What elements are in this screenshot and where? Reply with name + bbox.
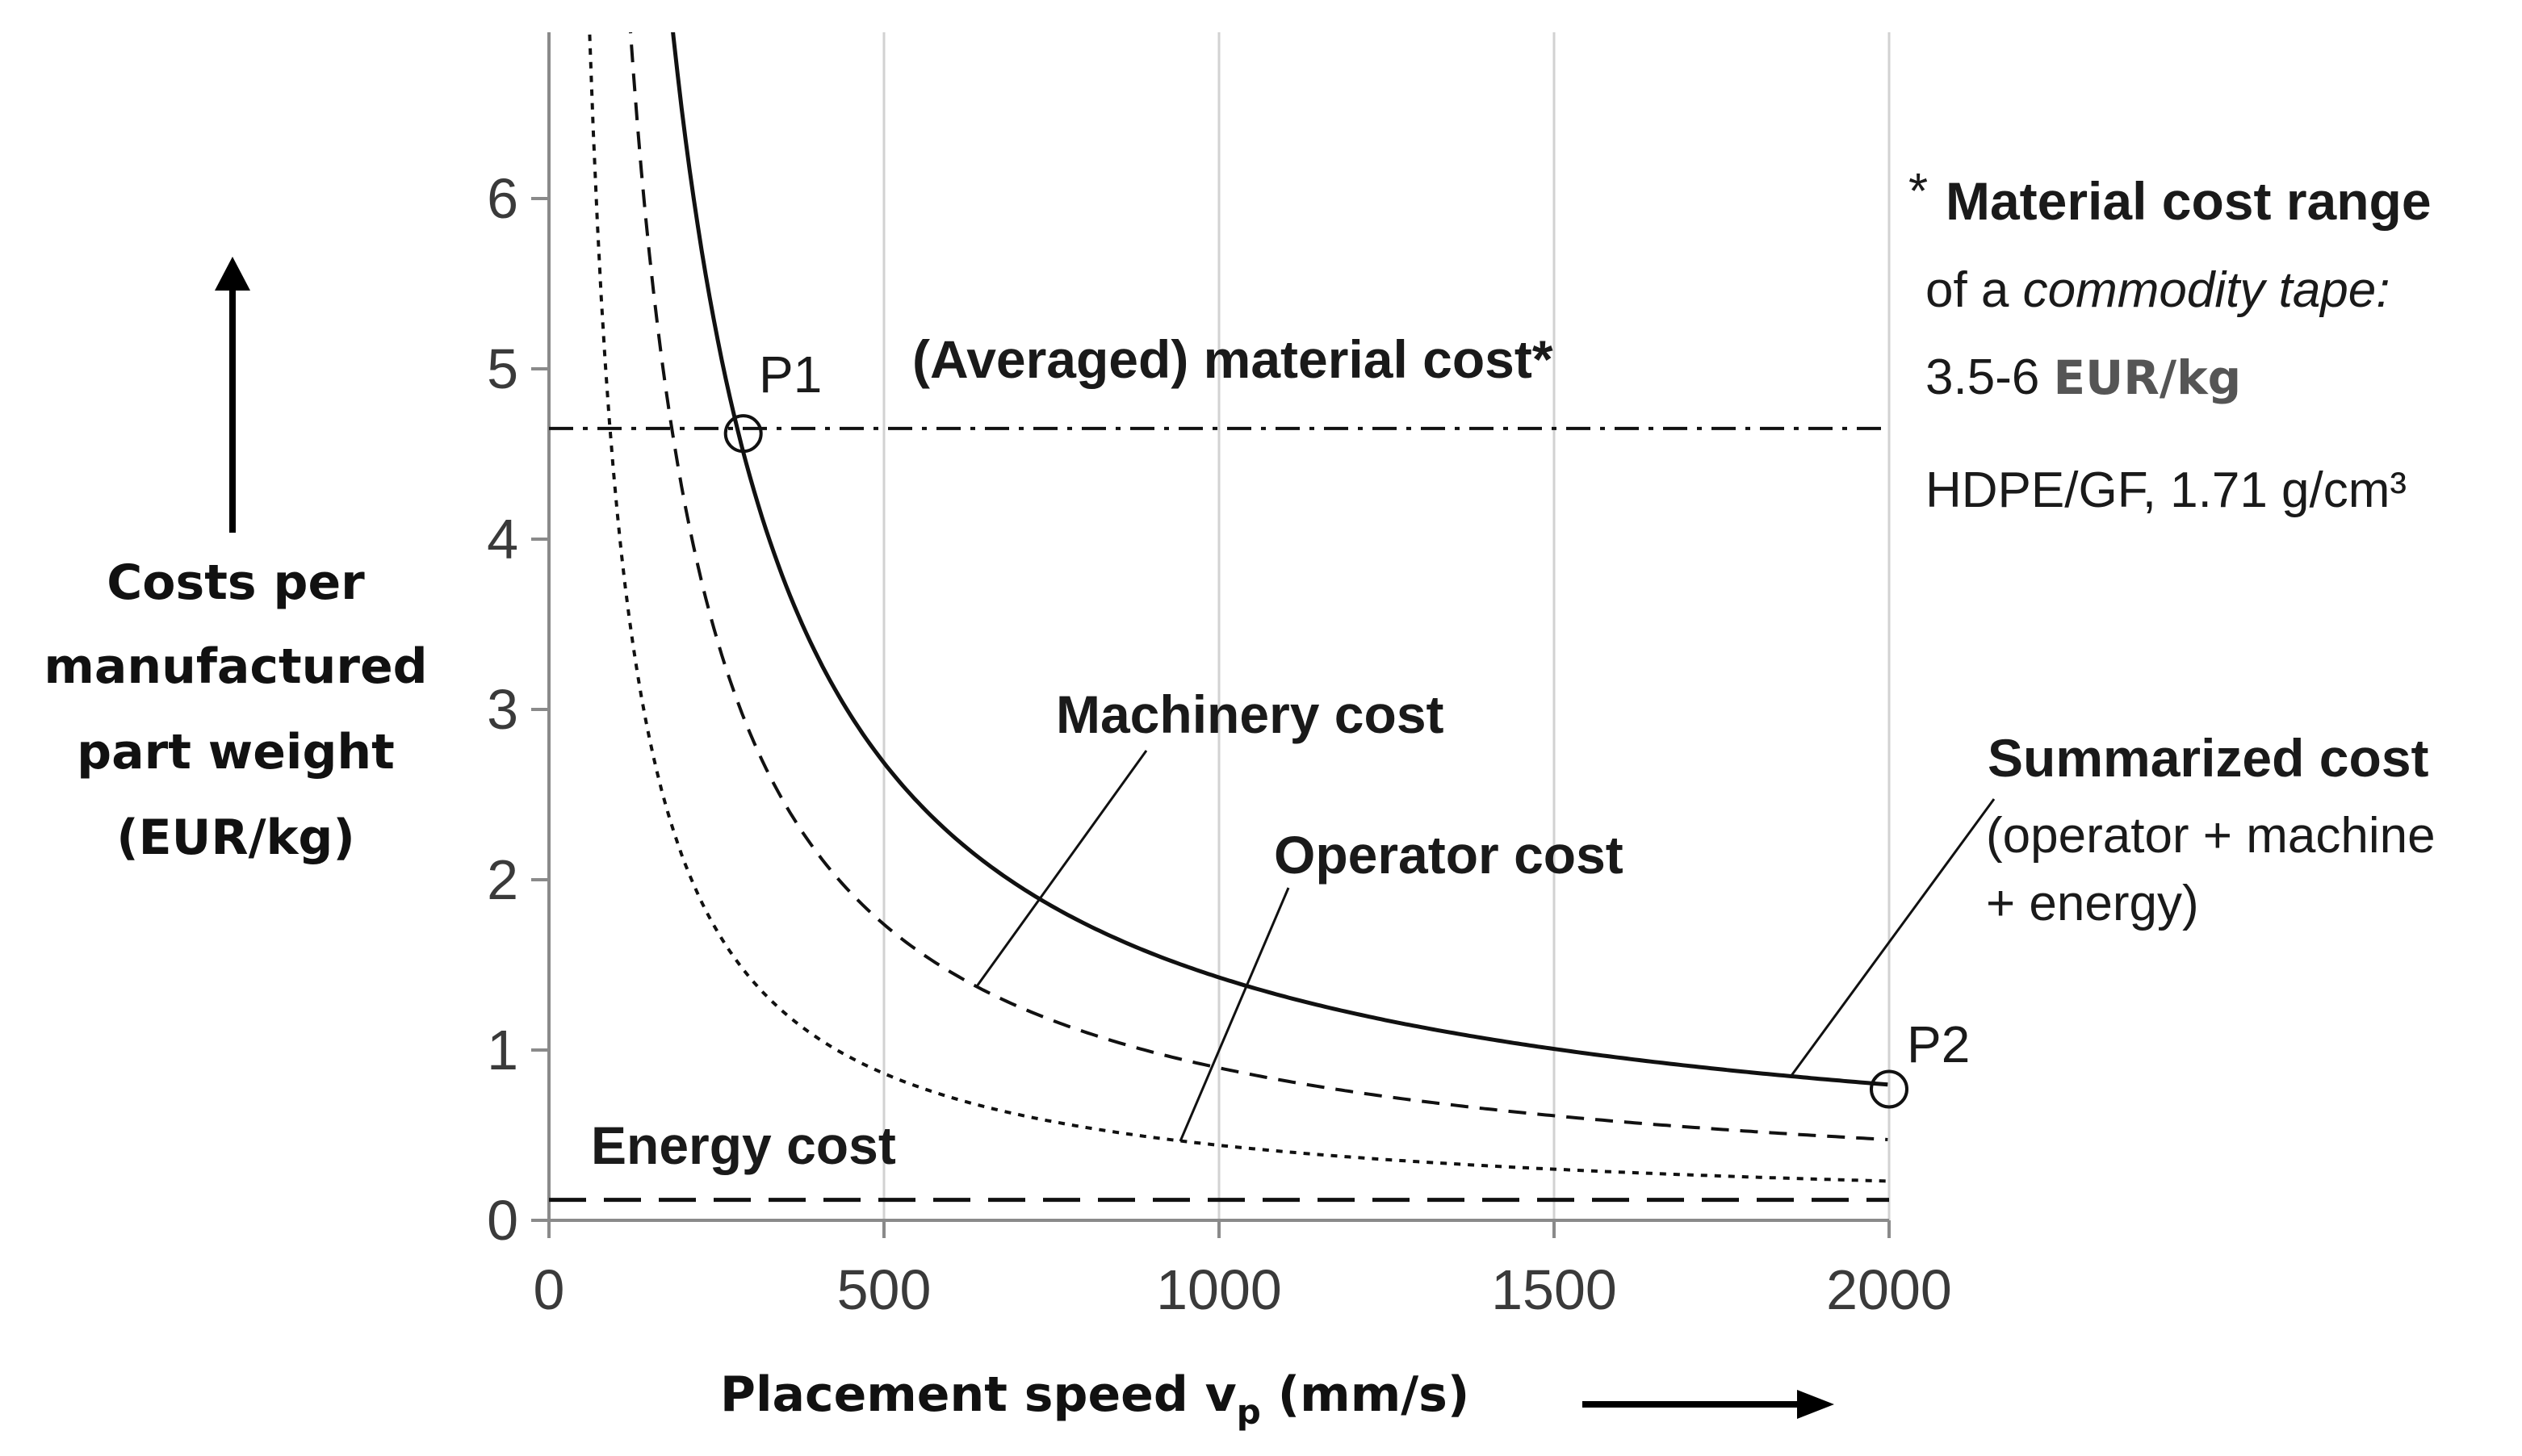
- note-asterisk: *: [1908, 164, 1928, 220]
- x-axis-arrow-head: [1797, 1390, 1834, 1419]
- leader-lines: [975, 750, 1996, 1142]
- x-tick-label-1000: 1000: [1156, 1258, 1282, 1321]
- note-range: 3.5-6: [1925, 349, 2054, 405]
- energy-cost-label: Energy cost: [591, 1115, 896, 1175]
- summarized-cost-label: Summarized cost: [1988, 728, 2429, 788]
- y-tick-label-0: 0: [487, 1189, 518, 1252]
- leader-operator: [1179, 887, 1290, 1142]
- machinery-cost-label: Machinery cost: [1056, 684, 1444, 744]
- y-tick-label-6: 6: [487, 167, 518, 230]
- summarized-cost-detail-2: + energy): [1986, 876, 2199, 931]
- note-line-range: 3.5-6 EUR/kg: [1925, 349, 2241, 405]
- y-axis-title-line-2: manufactured: [44, 638, 427, 695]
- series-line-machinery-cost: [629, 32, 1888, 1141]
- x-axis-title-unit: (mm/s): [1261, 1366, 1469, 1423]
- note-title: Material cost range: [1946, 171, 2432, 231]
- leader-machinery: [975, 750, 1148, 987]
- point-label-p1: P1: [759, 345, 822, 404]
- x-tick-label-500: 500: [837, 1258, 932, 1321]
- point-markers: [723, 414, 1908, 1109]
- y-tick-label-5: 5: [487, 337, 518, 400]
- y-tick-label-3: 3: [487, 678, 518, 741]
- y-axis-title-line-4: (EUR/kg): [116, 810, 355, 866]
- x-tick-label-2000: 2000: [1826, 1258, 1952, 1321]
- note-line-commodity: of a commodity tape:: [1925, 262, 2390, 318]
- x-tick-label-1500: 1500: [1491, 1258, 1617, 1321]
- y-axis-arrow-head: [215, 257, 250, 291]
- point-marker-p2: [1870, 1069, 1908, 1109]
- y-axis-title-line-1: Costs per: [107, 554, 365, 611]
- note-material: HDPE/GF, 1.71 g/cm³: [1925, 462, 2407, 518]
- series-line-operator-cost: [588, 32, 1888, 1183]
- x-tick-label-0: 0: [534, 1258, 565, 1321]
- y-tick-label-2: 2: [487, 848, 518, 911]
- x-axis-title-sub: p: [1237, 1392, 1261, 1432]
- axes: 0 1 2 3 4 5 6 0 500 1000 1500 2000: [487, 32, 1952, 1321]
- x-axis-title: Placement speed vp (mm/s): [720, 1366, 1469, 1432]
- y-tick-label-4: 4: [487, 508, 518, 571]
- point-marker-p1: [723, 414, 763, 454]
- series-line-summarized-cost: [671, 32, 1888, 1087]
- y-tick-label-1: 1: [487, 1019, 518, 1082]
- material-cost-label: (Averaged) material cost*: [912, 329, 1553, 389]
- summarized-cost-detail-1: (operator + machine: [1986, 808, 2436, 864]
- y-axis-title-line-3: part weight: [77, 724, 395, 780]
- grid-lines: [882, 32, 1891, 1220]
- leader-summarized: [1789, 798, 1996, 1077]
- note-unit: EUR/kg: [2054, 350, 2242, 405]
- series-group: [549, 32, 1889, 1203]
- operator-cost-label: Operator cost: [1274, 825, 1623, 885]
- note-commodity: commodity tape:: [2023, 262, 2390, 318]
- x-axis-title-main: Placement speed v: [720, 1366, 1237, 1423]
- note-prefix: of a: [1925, 262, 2023, 318]
- point-label-p2: P2: [1907, 1015, 1970, 1073]
